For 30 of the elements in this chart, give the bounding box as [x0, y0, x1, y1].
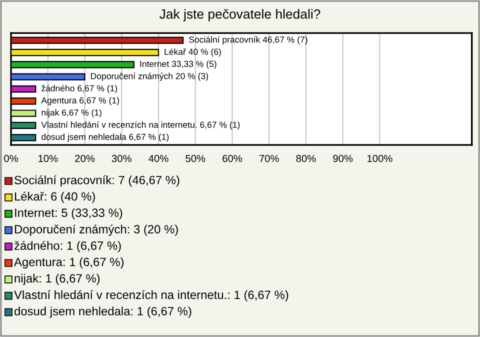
- text: Lékař: 6 (40 %): [14, 192, 95, 204]
- text: Sociální pracovník: 7 (46,67 %): [14, 175, 180, 187]
- x-tick-label: 50%: [186, 154, 206, 162]
- data-label: dosud jsem nehledala 6,67 % (1): [42, 134, 169, 142]
- data-label: žádného 6,67 % (1): [42, 84, 118, 94]
- text: Internet: 5 (33,33 %): [15, 208, 122, 220]
- x-tick-label: 0%: [4, 154, 18, 162]
- x-tick-label: 30%: [112, 154, 132, 162]
- data-label: Agentura 6,67 % (1): [41, 97, 119, 106]
- x-tick-label: 90%: [333, 154, 353, 162]
- x-tick-label: 70%: [259, 154, 279, 162]
- x-tick-label: 10%: [38, 154, 58, 162]
- x-tick-label: 100%: [367, 154, 392, 162]
- data-label: nijak 6,67 % (1): [42, 109, 102, 118]
- text: dosud jsem nehledala: 1 (6,67 %): [14, 306, 192, 318]
- data-label: Doporučení známých 20 % (3): [91, 72, 208, 81]
- data-label: Internet 33,33 % (5): [140, 60, 216, 69]
- x-tick-label: 60%: [222, 154, 242, 162]
- text: Vlastní hledání v recenzích na internetu.: 1 (6,67 %): [14, 290, 288, 302]
- chart-title: Jak jste pečovatele hledali?: [160, 8, 320, 22]
- x-tick-label: 20%: [75, 154, 95, 162]
- x-tick-label: 80%: [296, 154, 316, 162]
- data-label: Lékař 40 % (6): [164, 48, 221, 57]
- data-label: Vlastní hledání v recenzích na internetu. 6,67 % (1): [41, 121, 240, 130]
- data-label: Sociální pracovník 46,67 % (7): [189, 36, 308, 44]
- text: Agentura: 1 (6,67 %): [14, 257, 124, 269]
- text: nijak: 1 (6,67 %): [14, 274, 100, 285]
- text: Doporučení známých: 3 (20 %): [14, 224, 178, 236]
- text: žádného: 1 (6,67 %): [14, 240, 121, 252]
- x-tick-label: 40%: [148, 154, 168, 162]
